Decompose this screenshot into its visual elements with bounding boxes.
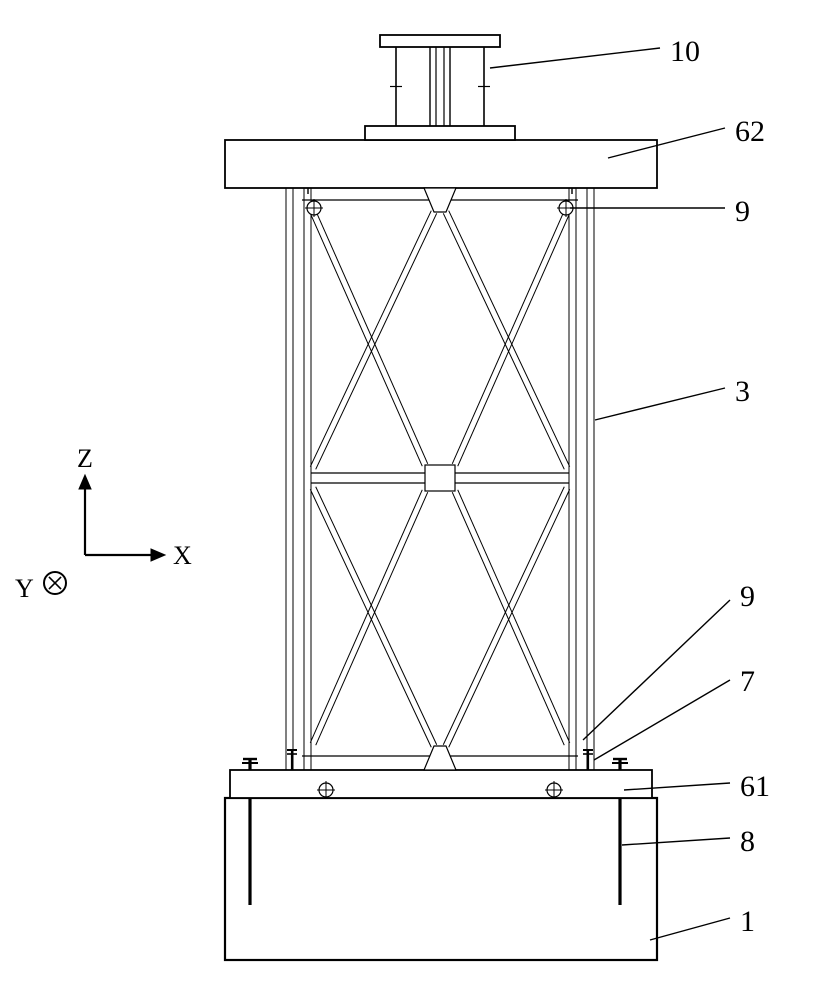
callout-l62: 62 xyxy=(735,115,765,149)
diag-lr2-b xyxy=(458,490,570,743)
diag-ul2-a xyxy=(310,213,422,466)
callout-l8: 8 xyxy=(740,825,755,859)
leader-l9b xyxy=(583,600,730,740)
diag-ll-b xyxy=(316,487,437,745)
bot-apex xyxy=(424,746,456,770)
diag-ur2-b xyxy=(458,213,570,466)
leader-l3 xyxy=(595,388,725,420)
turbine-bot-flange xyxy=(365,126,515,140)
callout-l3: 3 xyxy=(735,375,750,409)
top-apex xyxy=(424,188,456,212)
diag-lr-b xyxy=(449,489,570,747)
base-block xyxy=(225,798,657,960)
diag-lr2-a xyxy=(452,492,564,745)
diag-ll2-a xyxy=(310,490,422,743)
diag-ll-a xyxy=(310,489,431,747)
callout-l9a: 9 xyxy=(735,195,750,229)
callout-l9b: 9 xyxy=(740,580,755,614)
axis-label-z: Z xyxy=(77,444,93,473)
center-hub xyxy=(425,465,455,491)
turbine-top-flange xyxy=(380,35,500,47)
callout-l1: 1 xyxy=(740,905,755,939)
diag-ll2-b xyxy=(316,492,428,745)
axis-label-y: Y xyxy=(15,574,34,603)
diag-ul2-b xyxy=(316,211,428,464)
upper-plate xyxy=(225,140,657,188)
diag-ul-a xyxy=(310,211,431,467)
callout-l10: 10 xyxy=(670,35,700,69)
callout-l61: 61 xyxy=(740,770,770,804)
diagram-svg: Z X Y xyxy=(0,0,836,1000)
leader-l10 xyxy=(490,48,660,68)
axis-label-x: X xyxy=(173,541,192,570)
axis-z-arrow xyxy=(79,475,91,489)
lower-plate xyxy=(230,770,652,798)
diag-lr-a xyxy=(443,487,564,745)
callout-l7: 7 xyxy=(740,665,755,699)
diag-ur2-a xyxy=(452,211,564,464)
diag-ur-b xyxy=(449,211,570,467)
axis-x-arrow xyxy=(151,549,165,561)
leader-l7 xyxy=(594,680,730,760)
leader-l1 xyxy=(650,918,730,940)
